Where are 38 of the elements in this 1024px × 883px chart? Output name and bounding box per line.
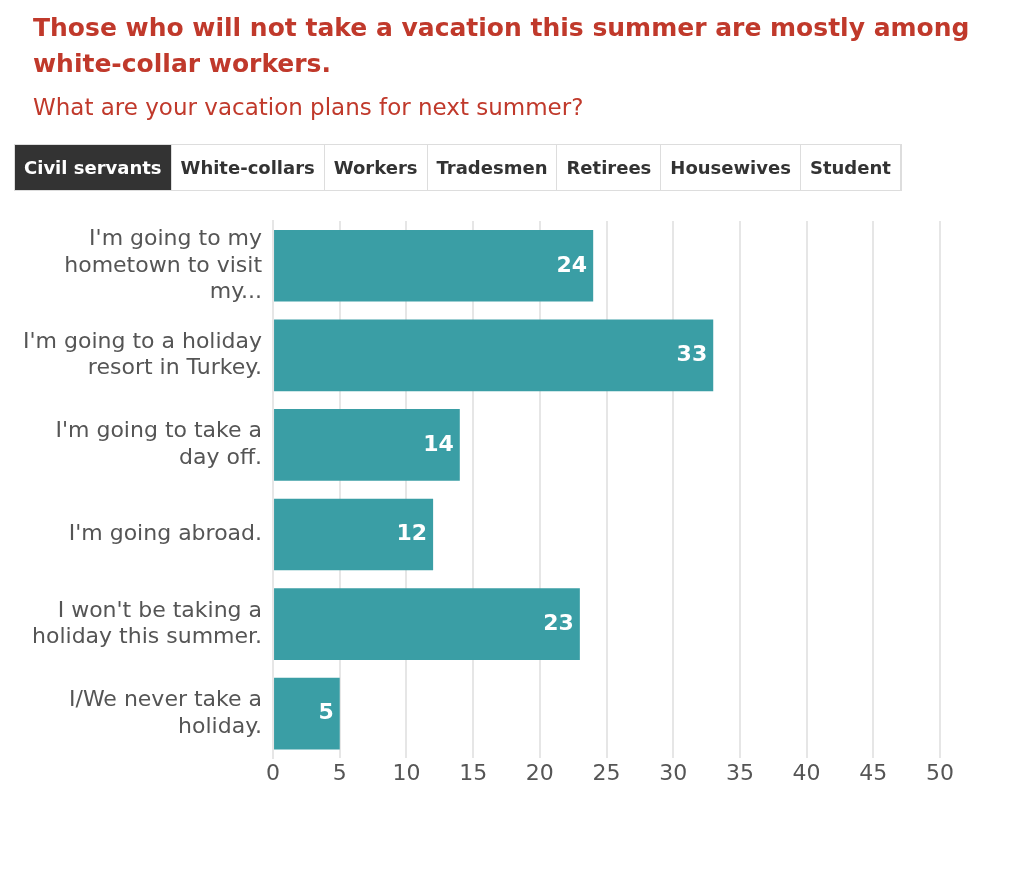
y-tick-label: I won't be taking a holiday this summer.: [32, 596, 263, 648]
text: Student: [800, 145, 901, 190]
chart-title: Those who will not take a vacation this summer are mostly among white-collar workers.: [33, 12, 971, 80]
text: Civil servants: [15, 145, 172, 190]
bar: [274, 498, 434, 571]
text: Retirees: [557, 145, 662, 190]
data-label: 33: [676, 341, 708, 367]
data-label: 24: [556, 251, 588, 277]
x-tick-label: 15: [459, 760, 488, 786]
x-tick-label: 30: [659, 760, 688, 786]
x-tick-label: 20: [525, 760, 554, 786]
y-tick-label: I'm going to a holiday resort in Turkey.: [23, 327, 263, 380]
data-label: 5: [318, 699, 334, 725]
text: White-collars: [171, 145, 325, 190]
x-tick-label: 25: [592, 760, 621, 786]
y-tick-label: I'm going to take a day off.: [55, 417, 263, 469]
x-tick-label: 35: [725, 760, 754, 786]
text: Housewives: [661, 145, 801, 190]
bar: [274, 409, 460, 481]
bar: [274, 319, 714, 392]
x-tick-label: 40: [792, 760, 821, 786]
x-tick-label: 45: [859, 760, 888, 786]
x-tick-label: 5: [332, 760, 347, 786]
data-label: 12: [396, 520, 428, 546]
bar: [274, 588, 580, 660]
bar: [274, 677, 340, 750]
text: Workers: [324, 145, 428, 190]
y-tick-label: I'm going to my hometown to visit my...: [64, 225, 263, 303]
y-tick-label: I/We never take a holiday.: [69, 686, 263, 738]
x-tick-label: 0: [266, 760, 281, 786]
bar: [274, 229, 594, 302]
x-tick-label: 10: [392, 760, 421, 786]
y-tick-label: I'm going abroad.: [68, 520, 263, 546]
data-label: 14: [423, 430, 454, 456]
chart-subtitle: What are your vacation plans for next summer?: [33, 94, 585, 120]
data-label: 23: [543, 609, 574, 635]
text: Tradesmen: [427, 145, 558, 190]
x-tick-label: 50: [926, 760, 954, 786]
